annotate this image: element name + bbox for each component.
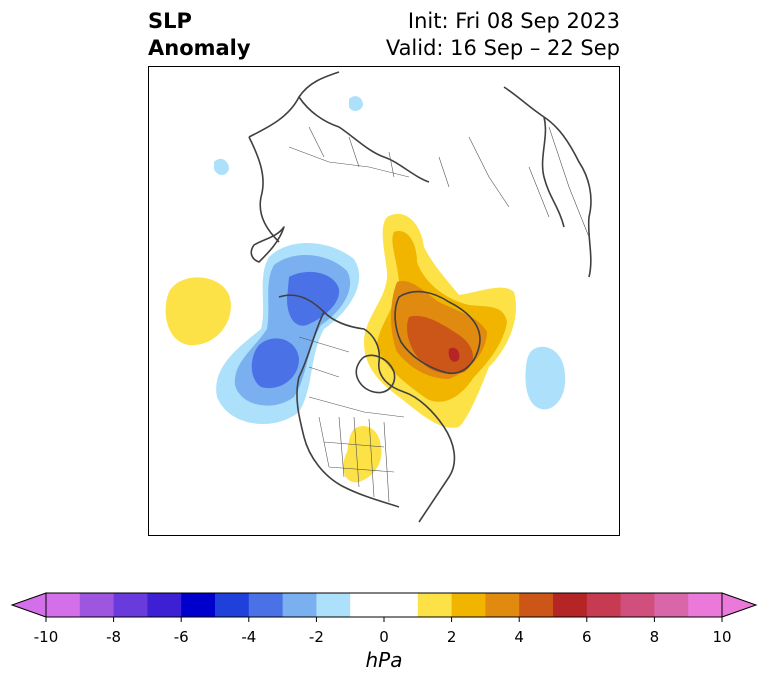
political-borders <box>288 126 590 503</box>
coastline-alaska <box>250 226 285 263</box>
colorbar-bin-17 <box>654 593 689 617</box>
coastline-asia-north <box>248 71 430 243</box>
colorbar-bin-7 <box>282 593 317 617</box>
colorbar-tick-label: -4 <box>241 628 257 646</box>
coastline-north-america <box>278 294 456 523</box>
colorbar-bin-13 <box>519 593 554 617</box>
anomaly-chukchi-low-small <box>349 96 363 111</box>
colorbar-tick-label: 2 <box>446 628 457 646</box>
colorbar-bin-3 <box>147 593 182 617</box>
border-lines-asia <box>288 126 590 238</box>
colorbar-bin-6 <box>248 593 284 617</box>
colorbar-bin-16 <box>620 593 655 617</box>
colorbar-extend-high <box>721 592 758 618</box>
anomaly-north-pacific-high <box>165 277 231 346</box>
colorbar-bin-8 <box>316 593 351 617</box>
anomaly-north-atlantic-low <box>525 346 566 410</box>
colorbar-bin-0 <box>46 593 81 617</box>
colorbar-tick-label: 6 <box>582 628 592 646</box>
colorbar-tick-label: 0 <box>379 628 389 646</box>
coastlines <box>248 71 592 523</box>
colorbar-bin-1 <box>79 593 115 617</box>
anomaly-siberia-low-small <box>214 158 229 175</box>
init-date: Init: Fri 08 Sep 2023 <box>407 9 620 33</box>
colorbar-svg <box>10 592 758 622</box>
title-left: SLP Anomaly <box>148 8 251 62</box>
colorbar: -10 -8 -6 -4 -2 0 2 4 6 8 10 hPa <box>0 580 768 680</box>
colorbar-bin-12 <box>485 593 520 617</box>
colorbar-bin-14 <box>553 593 588 617</box>
coastline-europe <box>503 86 592 278</box>
colorbar-tick-label: 8 <box>649 628 660 646</box>
anomaly-map <box>148 66 620 536</box>
anomaly-alaska-canada-low-core <box>251 338 299 389</box>
colorbar-bin-15 <box>586 593 622 617</box>
colorbar-bin-2 <box>113 593 148 617</box>
coastline-greenland <box>394 290 481 374</box>
colorbar-bin-4 <box>181 593 216 617</box>
colorbar-bin-18 <box>688 593 723 617</box>
title-variable: SLP <box>148 9 192 33</box>
title-right: Init: Fri 08 Sep 2023 Valid: 16 Sep – 22… <box>386 8 620 62</box>
colorbar-unit: hPa <box>365 648 403 672</box>
title-anomaly: Anomaly <box>148 36 251 60</box>
colorbar-bin-11 <box>451 593 486 617</box>
colorbar-tick-label: 10 <box>712 628 732 646</box>
anomaly-greenland-high-core <box>448 347 460 362</box>
colorbar-extend-low <box>10 592 47 618</box>
colorbar-tick-label: -8 <box>106 628 122 646</box>
colorbar-tick-label: -2 <box>308 628 324 646</box>
anomaly-fills <box>165 96 566 483</box>
colorbar-bin-9 <box>350 593 419 617</box>
anomaly-alaska-canada-low-inner <box>287 271 340 326</box>
anomaly-central-us-high <box>343 426 382 483</box>
valid-range: Valid: 16 Sep – 22 Sep <box>385 36 620 60</box>
colorbar-tick-label: 4 <box>514 628 524 646</box>
colorbar-tick-label: -10 <box>33 628 59 646</box>
coastline-hudson-bay <box>355 354 396 394</box>
map-svg <box>165 71 592 523</box>
colorbar-tick-label: -6 <box>173 628 189 646</box>
colorbar-bin-5 <box>215 593 250 617</box>
border-lines-north-america <box>298 336 405 503</box>
colorbar-bin-10 <box>417 593 453 617</box>
